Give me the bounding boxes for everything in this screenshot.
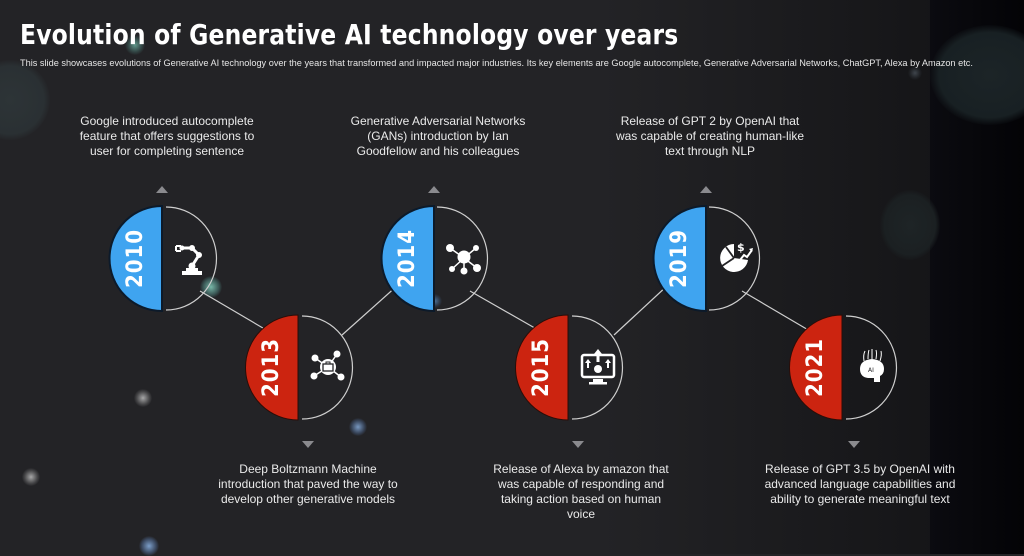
milestone-description-2010: Google introduced autocomplete feature t… [79, 114, 255, 158]
outline-arc [845, 315, 898, 420]
briefcase-network-icon [310, 350, 345, 381]
milestone-2015: 2015 [516, 315, 620, 419]
milestone-2019: 2019 $ [654, 206, 758, 310]
connector-line [741, 290, 811, 332]
connector-line [469, 290, 541, 332]
year-badge: 2021 [803, 337, 829, 397]
year-badge: 2014 [395, 228, 421, 288]
robot-arm-icon [175, 245, 202, 275]
connector-line [199, 290, 269, 332]
year-badge: 2010 [123, 228, 149, 288]
svg-text:$: $ [737, 241, 745, 254]
background-shade [600, 0, 930, 554]
arrow-down-icon [572, 441, 584, 448]
arrow-down-icon [848, 441, 860, 448]
milestone-description-2013: Deep Boltzmann Machine introduction that… [218, 462, 398, 506]
semicircle-2014 [380, 204, 435, 313]
year-badge: 2019 [667, 228, 693, 288]
semicircle-2010 [108, 204, 163, 313]
milestone-2014: 2014 [382, 206, 486, 310]
semicircle-2015 [515, 314, 569, 421]
page-title: Evolution of Generative AI technology ov… [20, 18, 679, 51]
outline-arc [165, 206, 218, 311]
monitor-growth-icon [580, 349, 616, 385]
svg-text:AI: AI [868, 367, 874, 374]
connector-line [341, 284, 399, 336]
year-badge: 2015 [529, 337, 555, 397]
people-network-icon [446, 244, 481, 275]
outline-arc [571, 315, 624, 420]
connector-line [613, 284, 669, 336]
page-subtitle: This slide showcases evolutions of Gener… [20, 58, 973, 68]
semicircle-2021 [789, 314, 843, 421]
ai-brain-icon: AI [860, 349, 884, 382]
outline-arc [301, 315, 354, 420]
milestone-2013: 2013 [246, 315, 350, 419]
arrow-up-icon [428, 186, 440, 193]
year-badge: 2013 [259, 337, 285, 397]
arrow-up-icon [700, 186, 712, 193]
semicircle-2019 [652, 204, 707, 313]
outline-arc [436, 206, 489, 311]
milestone-description-2019: Release of GPT 2 by OpenAI that was capa… [615, 114, 805, 158]
semicircle-2013 [245, 314, 299, 421]
outline-arc [708, 206, 761, 311]
arrow-down-icon [302, 441, 314, 448]
milestone-description-2021: Release of GPT 3.5 by OpenAI with advanc… [764, 462, 956, 506]
arrow-up-icon [156, 186, 168, 193]
pie-chart-dollar-icon: $ [720, 241, 753, 272]
milestone-description-2015: Release of Alexa by amazon that was capa… [493, 462, 669, 521]
milestone-2010: 2010 [110, 206, 214, 310]
milestone-2021: 2021 AI [790, 315, 894, 419]
milestone-description-2014: Generative Adversarial Networks (GANs) i… [350, 114, 526, 158]
